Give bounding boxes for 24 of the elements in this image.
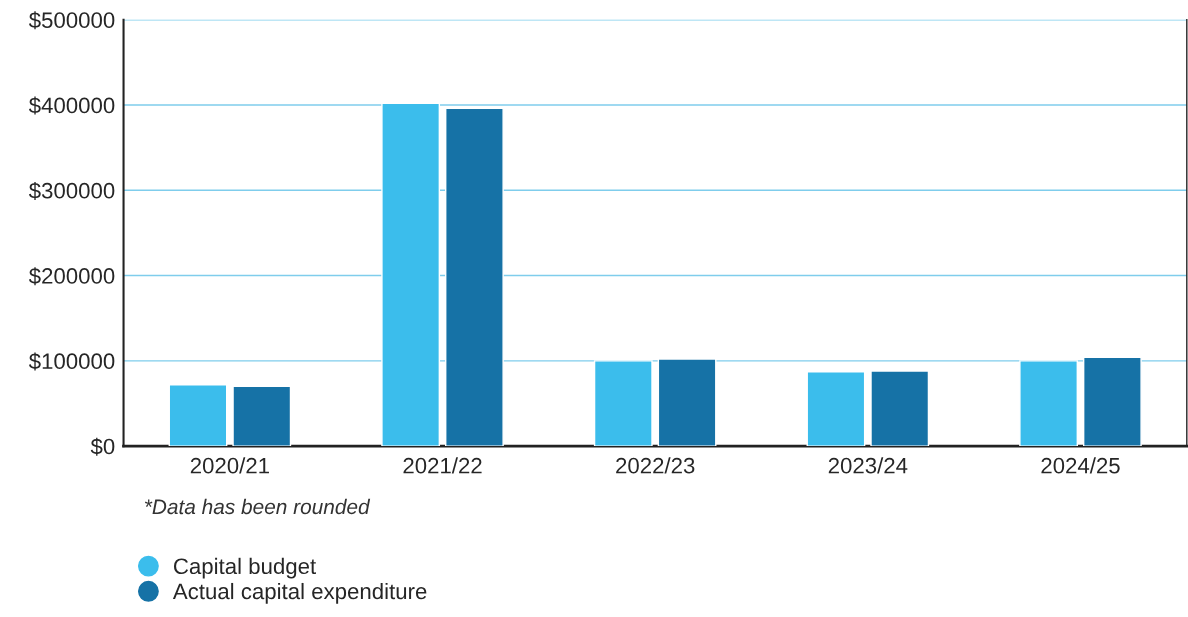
bar	[381, 102, 441, 447]
bar	[1082, 356, 1142, 447]
y-tick-label: $100000	[28, 352, 115, 371]
legend-label: Actual capital expenditure	[172, 582, 427, 604]
bar	[1019, 360, 1078, 447]
x-tick-label: 2024/25	[1041, 457, 1120, 474]
bar	[806, 371, 866, 447]
x-tick-label: 2020/21	[190, 457, 269, 474]
bar	[232, 385, 292, 447]
legend-label: Capital budget	[173, 557, 317, 579]
y-tick-label: $500000	[28, 11, 115, 30]
x-tick-label: 2023/24	[828, 457, 908, 474]
y-tick-label: $200000	[28, 267, 115, 286]
x-tick-label: 2021/22	[403, 457, 482, 474]
bar	[445, 107, 504, 447]
bar	[593, 360, 653, 447]
y-tick-label: $300000	[28, 181, 115, 200]
text: *Data has been rounded	[144, 498, 371, 515]
bar	[168, 384, 228, 447]
x-tick-label: 2022/23	[616, 457, 695, 474]
bar	[870, 370, 930, 447]
bar	[657, 358, 717, 447]
y-tick-label: $0	[90, 437, 115, 456]
y-tick-label: $400000	[28, 96, 115, 115]
